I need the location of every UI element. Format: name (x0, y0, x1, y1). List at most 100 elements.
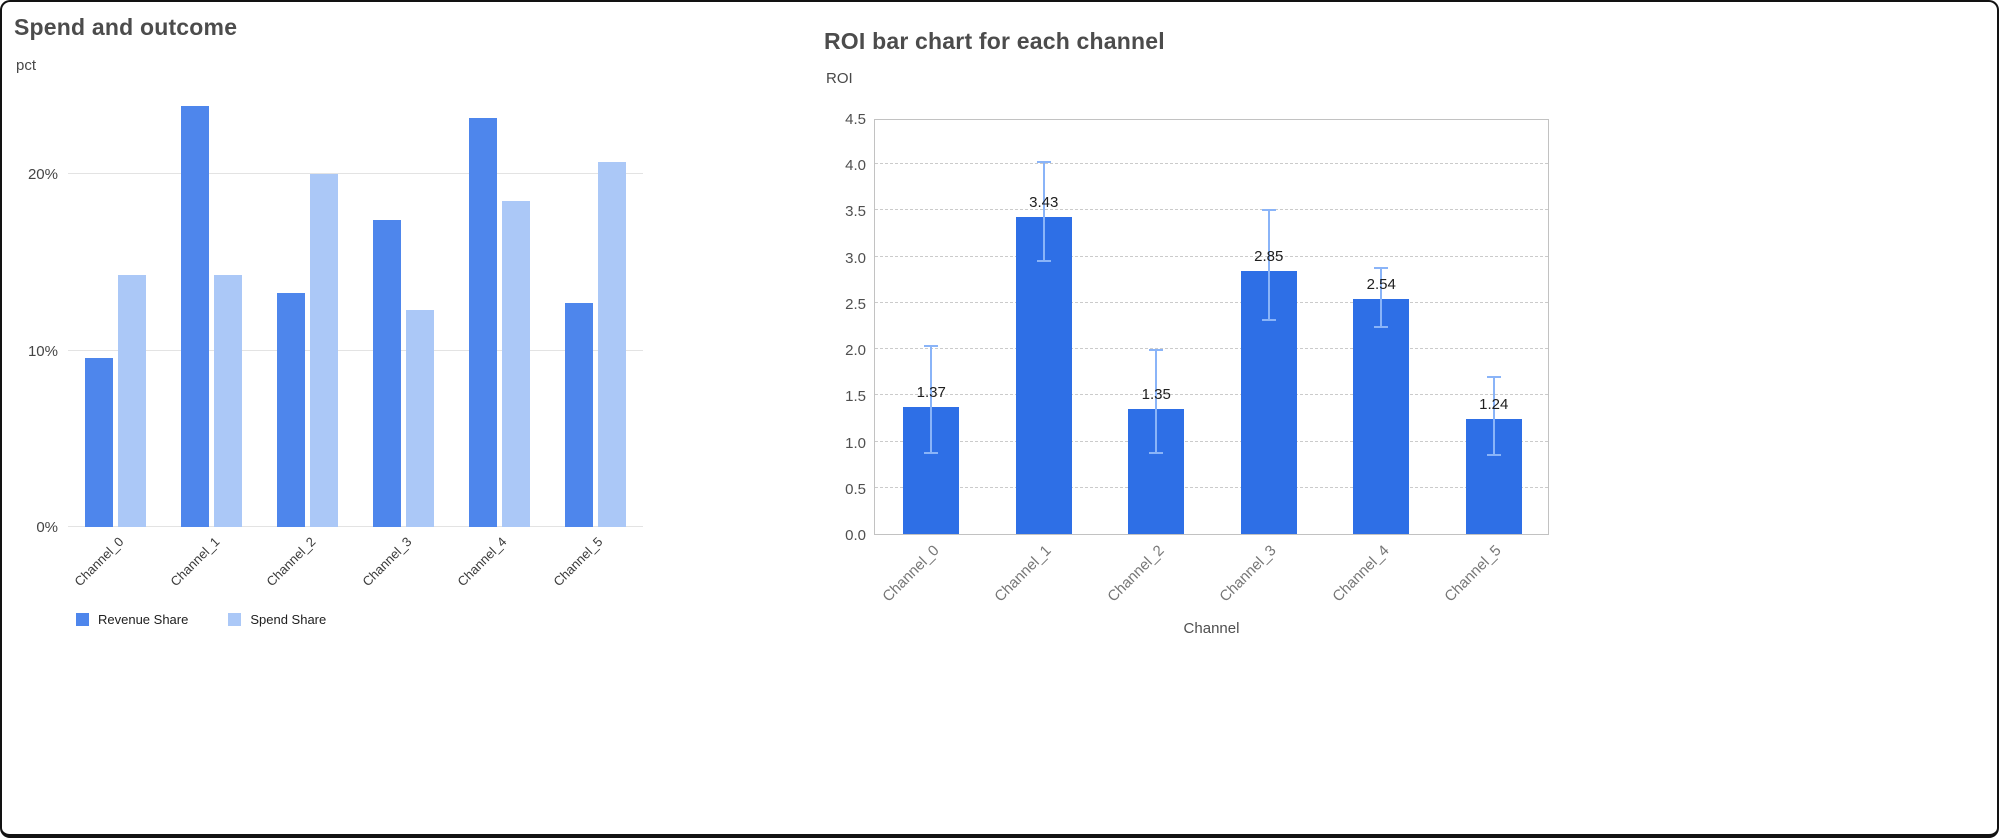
error-bar-cap (1374, 266, 1389, 269)
y-tick-label: 2.5 (845, 295, 866, 313)
gridline (875, 394, 1548, 396)
bar-spend-share (310, 174, 339, 527)
y-axis-ticks: 0.0 0.5 1.0 1.5 2.0 2.5 3.0 3.5 4.0 4.5 (822, 111, 866, 544)
y-tick-label: 0% (36, 519, 58, 536)
gridline (875, 440, 1548, 442)
bar-group (547, 95, 643, 527)
y-tick-label: 0.5 (845, 480, 866, 498)
error-bar-cap (1036, 260, 1051, 263)
roi-bar (1015, 216, 1072, 534)
y-tick-label: 2.0 (845, 342, 866, 360)
legend-swatch (228, 613, 242, 626)
gridline (68, 526, 643, 527)
bar-group (260, 95, 356, 527)
legend: Revenue Share Spend Share (76, 612, 326, 627)
roi-bar (1353, 299, 1410, 534)
legend-label: Revenue Share (98, 612, 189, 627)
bar-spend-share (118, 274, 147, 527)
bar-value-label: 1.24 (1479, 396, 1509, 414)
error-bar (1155, 350, 1158, 453)
x-tick-label: Channel_0 (878, 542, 943, 606)
y-tick-label: 3.5 (845, 203, 866, 221)
spend-outcome-chart-card: Spend and outcome pct 0% 10% 20% Channel_0… (2, 2, 792, 722)
x-tick-label: Channel_3 (1216, 542, 1280, 606)
legend-item: Spend Share (228, 612, 326, 627)
gridline (875, 486, 1548, 488)
bar-value-label: 2.54 (1366, 276, 1396, 294)
x-tick-label: Channel_4 (454, 534, 510, 590)
bar-revenue-share (372, 220, 401, 527)
x-tick-label: Channel_4 (1328, 542, 1393, 606)
legend-swatch (76, 613, 89, 626)
error-bar (1042, 162, 1045, 262)
x-tick-label: Channel_5 (550, 534, 606, 590)
error-bar-cap (1149, 451, 1164, 454)
error-bar (1492, 376, 1495, 456)
x-axis-ticks: Channel_0 Channel_1 Channel_2 Channel_3 Chan… (68, 534, 643, 609)
bar-group (68, 95, 164, 527)
x-tick-label: Channel_2 (263, 534, 319, 590)
y-tick-label: 1.0 (845, 434, 866, 452)
bar-value-label: 2.85 (1254, 247, 1284, 265)
bar-spend-share (214, 274, 243, 527)
error-bar (930, 346, 933, 453)
error-bar-cap (924, 451, 939, 454)
bar-value-label: 3.43 (1029, 193, 1059, 211)
bar-revenue-share (85, 357, 114, 527)
x-axis-title: Channel (1183, 620, 1240, 637)
error-bar-cap (1486, 454, 1501, 457)
legend-item: Revenue Share (76, 612, 188, 627)
gridline (68, 173, 643, 175)
error-bar-cap (1486, 375, 1501, 378)
bar-spend-share (405, 310, 434, 527)
error-bar-cap (1036, 161, 1051, 164)
bar-spend-share (597, 162, 626, 527)
y-tick-label: 3.0 (845, 249, 866, 267)
error-bar (1267, 209, 1270, 320)
y-tick-label: 4.5 (845, 111, 866, 128)
y-tick-label: 1.5 (845, 388, 866, 406)
gridline (875, 301, 1548, 303)
roi-chart-card: ROI bar chart for each channel ROI 0.0 0.… (822, 2, 1612, 722)
x-tick-label: Channel_1 (991, 542, 1055, 606)
gridline (68, 349, 643, 351)
y-tick-label: 10% (27, 342, 58, 360)
error-bar (1380, 267, 1383, 327)
bar-revenue-share (468, 117, 497, 527)
bar-group (164, 95, 260, 527)
x-tick-label: Channel_5 (1441, 542, 1505, 606)
y-tick-label: 0.0 (845, 527, 866, 544)
bar-group (451, 95, 547, 527)
bar-group (356, 95, 452, 527)
bar-revenue-share (181, 105, 210, 527)
y-tick-label: 4.0 (845, 157, 866, 175)
y-axis-ticks: 0% 10% 20% (2, 95, 58, 536)
error-bar-cap (1261, 208, 1276, 211)
bar-value-label: 1.37 (916, 384, 946, 402)
error-bar-cap (1149, 349, 1164, 352)
gridline (875, 255, 1548, 257)
y-axis-unit-label: ROI (826, 70, 853, 87)
y-axis-unit-label: pct (16, 57, 37, 74)
x-axis-ticks: Channel_0 Channel_1 Channel_2 Channel_3 Chan… (874, 542, 1549, 620)
error-bar-cap (1261, 318, 1276, 321)
chart-title: Spend and outcome (14, 14, 238, 40)
bar-revenue-share (277, 292, 306, 527)
x-tick-label: Channel_3 (358, 534, 415, 590)
x-tick-label: Channel_1 (167, 534, 223, 590)
y-tick-label: 20% (27, 166, 58, 184)
chart-title: ROI bar chart for each channel (824, 28, 1165, 54)
gridline (875, 209, 1548, 211)
plot-area (68, 95, 643, 527)
x-tick-label: Channel_2 (1103, 542, 1168, 606)
error-bar-cap (1374, 325, 1389, 328)
error-bar-cap (924, 345, 939, 348)
plot-area: 1.37 3.43 1.35 2.85 2.54 1.24 (874, 119, 1549, 535)
gridline (875, 348, 1548, 350)
bar-value-label: 1.35 (1141, 386, 1171, 404)
x-tick-label: Channel_0 (71, 534, 127, 590)
bar-spend-share (501, 200, 530, 527)
bar-revenue-share (564, 303, 593, 527)
gridline (875, 163, 1548, 165)
